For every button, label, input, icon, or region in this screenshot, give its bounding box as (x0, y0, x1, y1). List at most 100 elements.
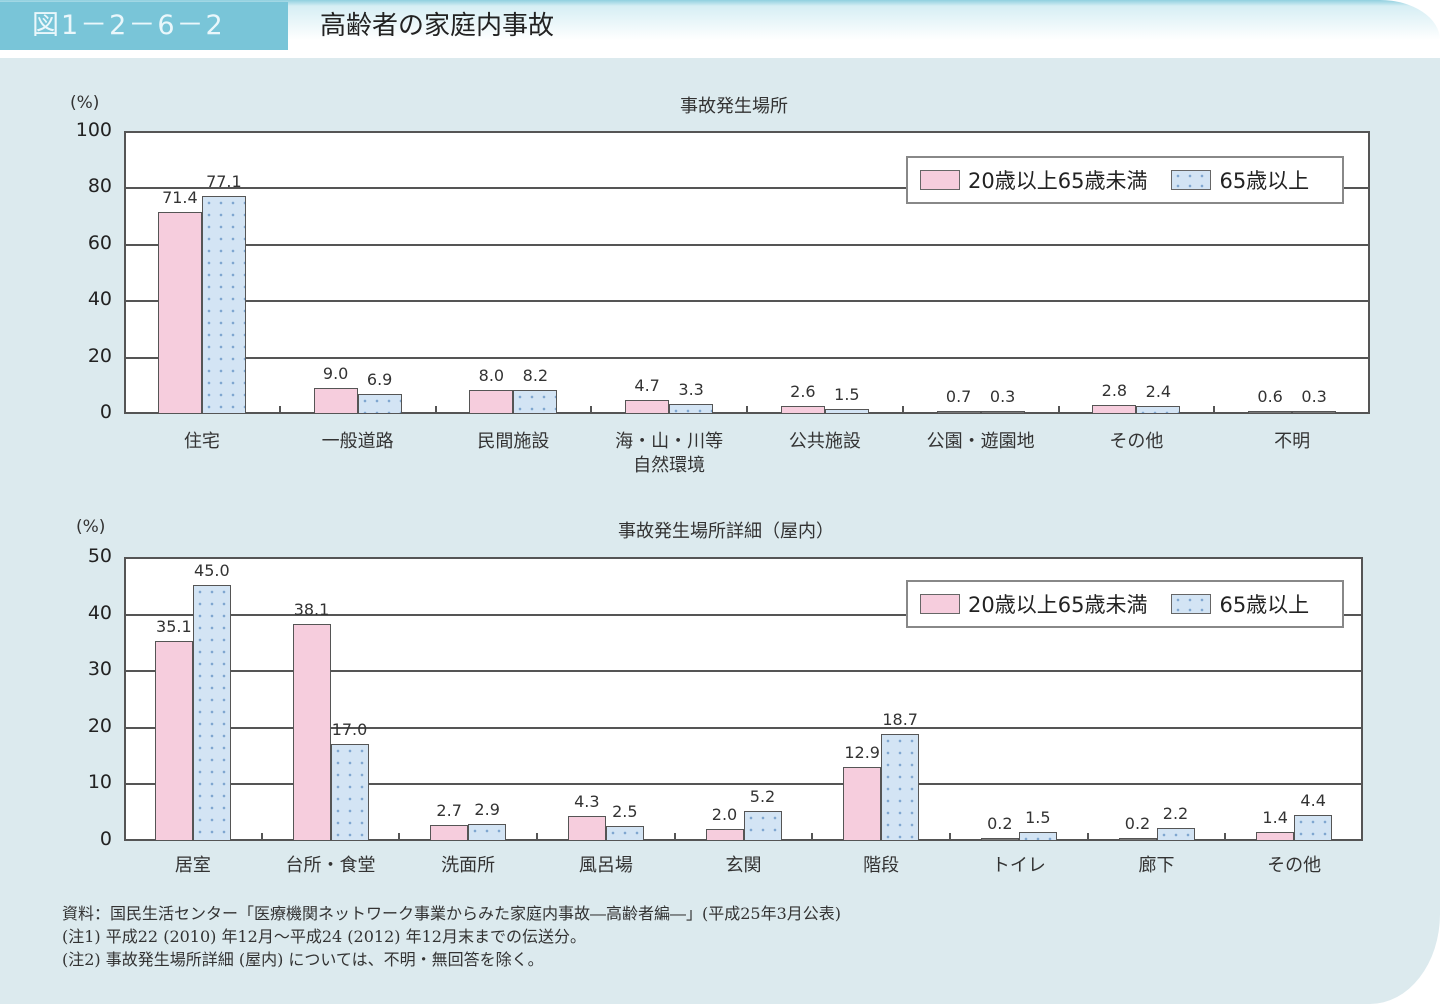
bar-20-64 (1118, 838, 1157, 840)
notes: 資料：国民生活センター「医療機関ネットワーク事業からみた家庭内事故―高齢者編―」… (62, 902, 841, 971)
category-line: 一般道路 (321, 431, 394, 452)
gridline (126, 356, 1368, 359)
bar-65-plus (824, 408, 869, 413)
x-tick-mark (260, 833, 263, 840)
data-label: 2.6 (790, 381, 816, 401)
y-tick-label: 40 (87, 288, 112, 311)
data-label: 2.8 (1101, 381, 1128, 401)
data-label: 9.0 (322, 363, 349, 383)
bar-20-64 (1248, 411, 1293, 413)
x-axis-line (124, 839, 1363, 841)
bar-20-64 (157, 211, 202, 413)
bar-20-64 (1256, 832, 1295, 840)
bar-65-plus (1018, 831, 1057, 840)
bar-20-64 (430, 824, 469, 840)
data-label: 12.9 (844, 742, 880, 762)
legend-label: 20歳以上65歳未満 (968, 169, 1148, 193)
bar-65-plus (743, 810, 782, 840)
category-line: 公共施設 (788, 431, 861, 452)
y-axis-unit: (%) (76, 517, 106, 537)
x-category-label: 廊下 (1082, 854, 1232, 878)
y-tick-label: 20 (87, 344, 112, 367)
bar-65-plus (980, 411, 1025, 413)
x-category-label: 風呂場 (531, 854, 681, 878)
x-category-label: 玄関 (669, 854, 819, 878)
data-label: 2.0 (711, 804, 738, 824)
x-tick-mark (536, 833, 538, 840)
y-axis-unit: (%) (70, 93, 100, 113)
category-line: その他 (1109, 431, 1164, 452)
data-label: 8.2 (522, 365, 549, 385)
bar-65-plus (330, 743, 369, 840)
category-line: トイレ (991, 855, 1046, 876)
bar-65-plus (468, 823, 507, 840)
legend-label: 65歳以上 (1219, 169, 1310, 193)
category-line: その他 (1267, 855, 1322, 876)
x-category-label: 台所・食堂 (256, 854, 406, 878)
data-label: 0.2 (987, 814, 1013, 833)
bar-20-64 (313, 387, 358, 413)
bar-65-plus (192, 585, 231, 840)
data-label: 4.4 (1300, 791, 1326, 811)
x-tick-mark (673, 833, 676, 840)
data-label: 1.5 (834, 384, 860, 404)
bar-20-64 (154, 641, 193, 840)
data-label: 45.0 (194, 561, 230, 581)
x-tick-mark (949, 833, 951, 840)
category-line: 民間施設 (477, 431, 550, 452)
y-tick-label: 20 (87, 714, 112, 737)
bar-65-plus (881, 734, 920, 840)
category-line: 風呂場 (578, 855, 633, 876)
bar-65-plus (1294, 815, 1333, 840)
category-line: 海・山・川等 (615, 431, 724, 452)
data-label: 2.4 (1145, 382, 1172, 402)
data-label: 2.2 (1162, 803, 1189, 823)
x-category-label: トイレ (944, 854, 1094, 878)
gridline (126, 243, 1368, 246)
data-label: 0.3 (1301, 387, 1327, 406)
legend-label: 65歳以上 (1219, 593, 1310, 617)
bar-20-64 (843, 766, 882, 840)
y-tick-label: 0 (99, 828, 112, 850)
x-tick-mark (746, 406, 748, 413)
x-tick-mark (1213, 406, 1216, 413)
x-category-label: 一般道路 (283, 430, 433, 454)
y-tick-label: 10 (87, 771, 112, 794)
x-axis-line (124, 412, 1370, 414)
category-line: 公園・遊園地 (926, 431, 1035, 452)
data-label: 4.7 (634, 375, 660, 395)
legend: 20歳以上65歳未満 65歳以上 (906, 156, 1344, 204)
data-label: 5.2 (749, 786, 776, 806)
figure-number: 図1－2－6－2 (0, 2, 288, 50)
x-category-label: その他 (1061, 430, 1211, 454)
gridline (126, 783, 1361, 786)
data-label: 18.7 (882, 710, 918, 730)
bar-20-64 (567, 815, 606, 840)
gridline (126, 187, 1368, 190)
data-label: 0.3 (989, 387, 1016, 406)
data-label: 4.3 (574, 791, 600, 811)
bar-65-plus (669, 403, 714, 413)
data-label: 0.6 (1257, 387, 1283, 406)
bar-20-64 (980, 838, 1019, 840)
chart-title: 事故発生場所 (680, 96, 788, 117)
y-tick-label: 60 (87, 231, 112, 254)
bar-65-plus (1292, 411, 1337, 413)
category-line: 自然環境 (633, 455, 706, 476)
x-tick-mark (901, 406, 904, 413)
y-tick-label: 80 (87, 175, 112, 198)
x-category-label: 居室 (118, 854, 268, 878)
legend-swatch-65-plus (1171, 594, 1212, 614)
bar-65-plus (357, 393, 402, 413)
bar-20-64 (469, 390, 514, 413)
x-category-label: 公共施設 (750, 430, 900, 454)
x-category-label: 洗面所 (393, 854, 543, 878)
category-line: 玄関 (725, 855, 762, 876)
category-line: 住宅 (183, 431, 220, 452)
legend: 20歳以上65歳未満 65歳以上 (906, 580, 1344, 628)
data-label: 2.5 (612, 801, 638, 821)
x-tick-mark (434, 406, 437, 413)
y-tick-label: 50 (87, 545, 112, 567)
x-category-label: 不明 (1217, 430, 1367, 454)
data-label: 71.4 (162, 187, 198, 207)
